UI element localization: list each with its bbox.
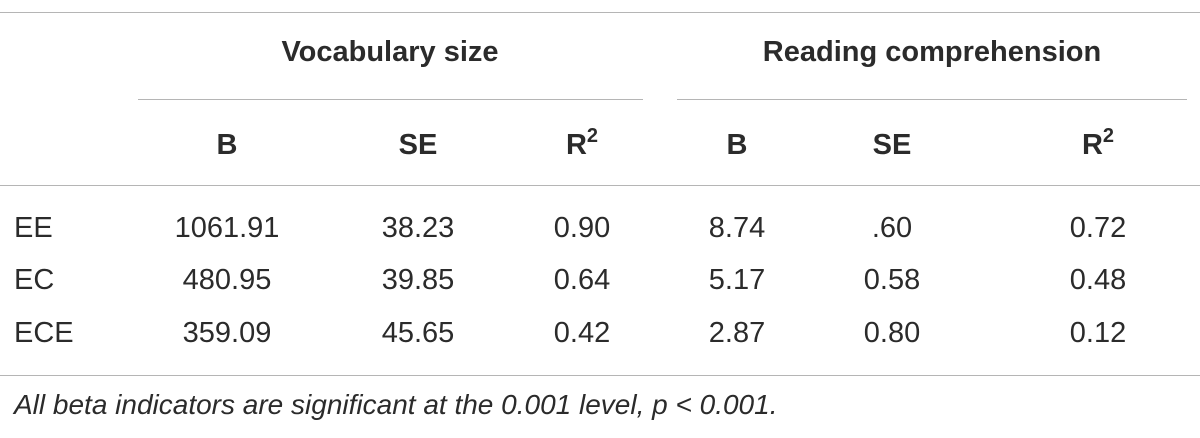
cell: 39.85	[381, 264, 455, 296]
cell: 0.72	[1069, 212, 1127, 244]
rule	[0, 375, 1200, 376]
rule	[0, 185, 1200, 186]
row-label: EC	[14, 264, 55, 296]
column-header: SE	[399, 128, 438, 162]
column-header-text: R	[1081, 129, 1103, 161]
cell: 480.95	[182, 264, 272, 296]
cell: 0.42	[553, 317, 611, 349]
cell: 0.80	[863, 317, 921, 349]
column-header-text: B	[726, 129, 748, 161]
column-header-text: SE	[398, 129, 438, 161]
cell: 2.87	[708, 317, 766, 349]
cell: 8.74	[708, 212, 766, 244]
column-header: B	[217, 128, 238, 162]
cell: 359.09	[182, 317, 272, 349]
row-label: ECE	[14, 317, 74, 349]
group-header: Vocabulary size	[281, 36, 499, 68]
footnote: All beta indicators are significant at t…	[14, 389, 778, 420]
cell: 0.58	[863, 264, 921, 296]
column-header-text: SE	[872, 129, 912, 161]
cell: 0.48	[1069, 264, 1127, 296]
superscript: 2	[586, 125, 599, 147]
column-header-text: R	[565, 129, 587, 161]
cell: 0.64	[553, 264, 611, 296]
row-label: EE	[14, 212, 53, 244]
column-header: SE	[873, 128, 912, 162]
superscript: 2	[1102, 125, 1115, 147]
column-header: R2	[565, 125, 599, 162]
column-header: R2	[1081, 125, 1115, 162]
cell: 45.65	[381, 317, 455, 349]
rule	[138, 99, 643, 100]
cell: 1061.91	[174, 212, 280, 244]
group-header: Reading comprehension	[762, 36, 1102, 68]
rule	[677, 99, 1187, 100]
cell: 0.12	[1069, 317, 1127, 349]
column-header-text: B	[216, 129, 238, 161]
cell: 38.23	[381, 212, 455, 244]
cell: 5.17	[708, 264, 766, 296]
column-header: B	[727, 128, 748, 162]
rule	[0, 12, 1200, 13]
cell: .60	[871, 212, 913, 244]
cell: 0.90	[553, 212, 611, 244]
